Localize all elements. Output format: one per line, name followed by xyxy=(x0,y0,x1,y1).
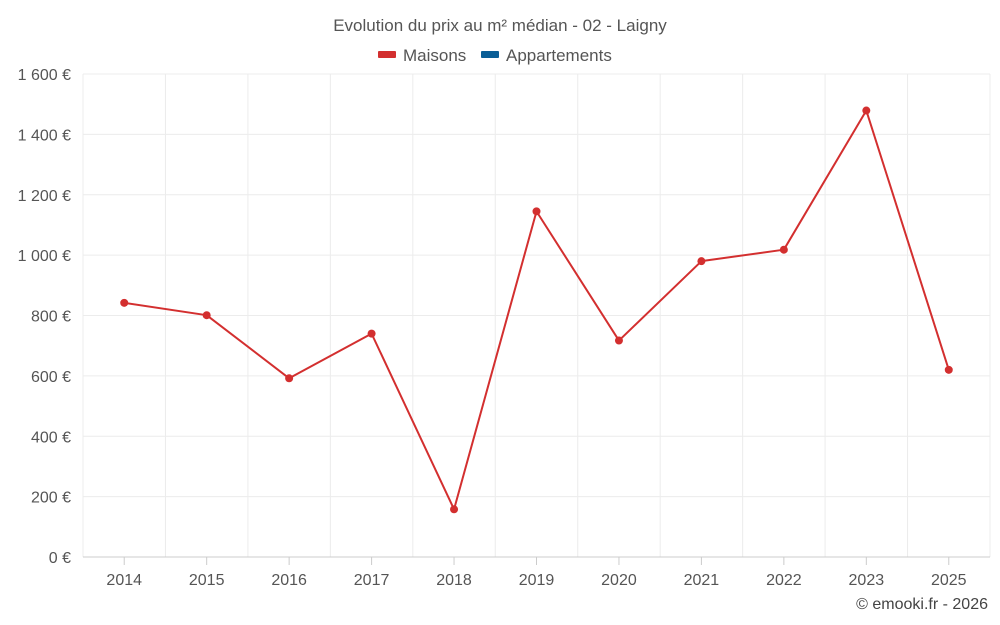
y-axis-tick-labels: 0 € 200 € 400 € 600 € 800 € 1 000 € 1 200 € 1 4… xyxy=(18,67,71,567)
grid xyxy=(82,73,991,557)
y-tick-label: 600 € xyxy=(31,369,71,386)
x-tick-label: 2022 xyxy=(766,572,802,589)
legend: Maisons Appartements xyxy=(378,46,612,65)
data-point[interactable] xyxy=(367,329,376,338)
y-tick-label: 400 € xyxy=(31,429,71,446)
y-tick-label: 1 600 € xyxy=(18,67,71,84)
x-tick-label: 2020 xyxy=(601,572,637,589)
series-maisons xyxy=(120,106,953,514)
x-tick-label: 2018 xyxy=(436,572,472,589)
x-axis-tick-labels: 2014 2015 2016 2017 2018 2019 2020 2021 2022 2023… xyxy=(106,572,966,589)
x-tick-label: 2023 xyxy=(849,572,885,589)
legend-label-appartements: Appartements xyxy=(506,46,612,65)
x-tick-label: 2015 xyxy=(189,572,225,589)
data-point[interactable] xyxy=(862,106,871,115)
x-tick-label: 2016 xyxy=(271,572,307,589)
data-point[interactable] xyxy=(120,298,129,307)
legend-swatch-appartements xyxy=(481,51,499,58)
data-point[interactable] xyxy=(532,207,541,216)
y-tick-label: 1 000 € xyxy=(18,248,71,265)
chart-title: Evolution du prix au m² médian - 02 - La… xyxy=(333,16,667,35)
legend-item-maisons[interactable]: Maisons xyxy=(378,46,466,65)
axes xyxy=(83,556,990,565)
legend-swatch-maisons xyxy=(378,51,396,58)
data-point[interactable] xyxy=(285,374,294,383)
copyright-credit: © emooki.fr - 2026 xyxy=(856,596,988,613)
legend-label-maisons: Maisons xyxy=(403,46,466,65)
data-point[interactable] xyxy=(614,336,623,345)
data-point[interactable] xyxy=(202,311,211,320)
x-tick-label: 2021 xyxy=(684,572,720,589)
x-tick-label: 2017 xyxy=(354,572,390,589)
legend-item-appartements[interactable]: Appartements xyxy=(481,46,612,65)
y-tick-label: 1 200 € xyxy=(18,188,71,205)
y-tick-label: 200 € xyxy=(31,490,71,507)
data-point[interactable] xyxy=(944,365,953,374)
y-tick-label: 1 400 € xyxy=(18,127,71,144)
y-tick-label: 0 € xyxy=(49,550,71,567)
y-tick-label: 800 € xyxy=(31,309,71,326)
x-tick-label: 2025 xyxy=(931,572,967,589)
x-tick-label: 2019 xyxy=(519,572,555,589)
data-point[interactable] xyxy=(450,505,459,514)
data-point[interactable] xyxy=(697,257,706,266)
data-point[interactable] xyxy=(779,245,788,254)
x-tick-label: 2014 xyxy=(106,572,142,589)
